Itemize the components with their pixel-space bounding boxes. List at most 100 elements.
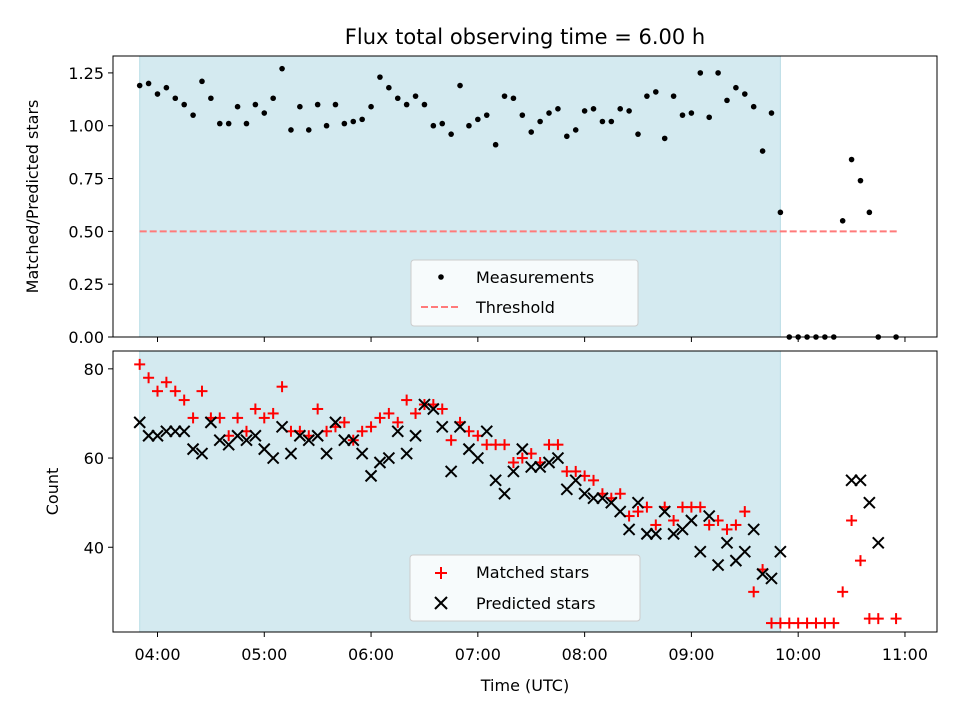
predicted-star-point [204,416,218,429]
matched-star-point [249,403,261,415]
predicted-point-b [542,456,556,469]
matched-star-point [143,372,155,384]
matched-star-point [374,412,386,424]
measurement-point [759,148,766,154]
bottom-axes-frame [112,350,938,633]
matched-star-point [703,519,715,531]
predicted-star-point [685,514,698,527]
predicted-point-b [667,527,680,541]
predicted-star-point [169,425,182,438]
measurement-point [154,91,161,97]
predicted-star-point [747,523,760,536]
predicted-star-point [489,474,502,487]
measurement-point [653,89,659,95]
chart-title: Flux total observing time = 6.00 h [345,25,705,49]
measurement-point [270,95,276,102]
predicted-point-b [498,487,511,500]
measurement-point [216,120,223,127]
predicted-star-point [195,447,209,460]
predicted-point-b [605,496,618,509]
predicted-point-b [533,460,547,474]
measurement-point [564,133,570,140]
measurement-point [421,101,428,108]
measurement-point [644,93,650,99]
matched-star-point [650,519,662,531]
predicted-star-point [444,465,458,478]
matched-star-point [187,412,199,424]
bottom-legend: Matched stars Predicted stars [409,554,641,622]
predicted-star-point [436,420,449,434]
predicted-point-b [302,433,315,447]
matched-star-point [890,613,902,625]
measurement-point [679,112,686,118]
measurement-point [715,70,721,76]
predicted-star-point [418,398,431,411]
predicted-star-point [160,425,173,438]
predicted-star-point [480,425,493,438]
measurement-point [145,80,152,87]
matched-star-point [846,514,858,526]
x-tick-label: 08:00 [562,645,608,664]
predicted-point-b [133,416,146,429]
predicted-star-point [133,416,146,429]
predicted-star-point [373,456,387,469]
predicted-point-b [774,545,787,558]
predicted-point-b [747,523,760,536]
measurement-point [572,127,579,133]
measurement-point [546,110,552,116]
measurement-point [661,135,668,142]
predicted-point-b [204,416,218,429]
x-tick-label: 11:00 [882,645,928,664]
predicted-point-b [640,527,654,541]
predicted-star-point [293,429,307,442]
predicted-star-point [738,545,751,558]
matched-star-point [445,434,457,446]
measurement-point [839,217,846,224]
matched-star-point [401,394,413,406]
predicted-point-b [525,460,538,474]
x-tick-label: 10:00 [775,645,821,664]
measurement-point [243,120,250,127]
matched-star-point [854,555,866,567]
matched-star-point [499,439,511,451]
measurement-point [368,103,374,110]
predicted-star-point [551,451,565,465]
predicted-point-b [872,536,885,550]
bottom-y-tick-label: 40 [84,538,104,557]
bottom-legend-box [409,554,641,622]
measurement-point [279,65,285,72]
measurement-point [439,120,446,127]
matched-star-point [258,412,270,424]
predicted-star-point [409,429,422,442]
predicted-point-b [258,442,271,456]
x-axis-label: Time (UTC) [480,676,569,695]
predicted-point-b [231,429,244,442]
predicted-star-point [774,545,787,558]
predicted-point-b [453,420,467,434]
predicted-star-point [507,465,520,478]
measurement-point [724,97,730,104]
predicted-point-b [578,487,591,500]
measurement-point [448,131,454,137]
matched-star-point [151,385,163,397]
predicted-star-point [266,451,280,465]
measurement-point [172,95,179,102]
matched-star-point [383,407,395,419]
measurement-point [848,156,855,163]
predicted-point-b [409,429,422,442]
matched-star-point [837,586,849,598]
measurement-point [412,93,419,99]
matched-star-point [365,421,377,433]
measurement-point [225,120,232,127]
predicted-point-b [845,474,858,487]
measurement-point [208,95,214,102]
measurement-point [386,84,392,91]
predicted-star-point [845,474,858,487]
predicted-point-b [854,474,867,487]
predicted-star-point [142,429,155,442]
measurement-point [626,108,632,114]
top-legend: Measurements Threshold [410,259,639,327]
predicted-star-point [694,545,707,558]
top-panel: 0.00 0.25 0.50 0.75 1.00 1.25 Matched/Predict… [23,55,938,347]
predicted-star-point [498,487,511,500]
